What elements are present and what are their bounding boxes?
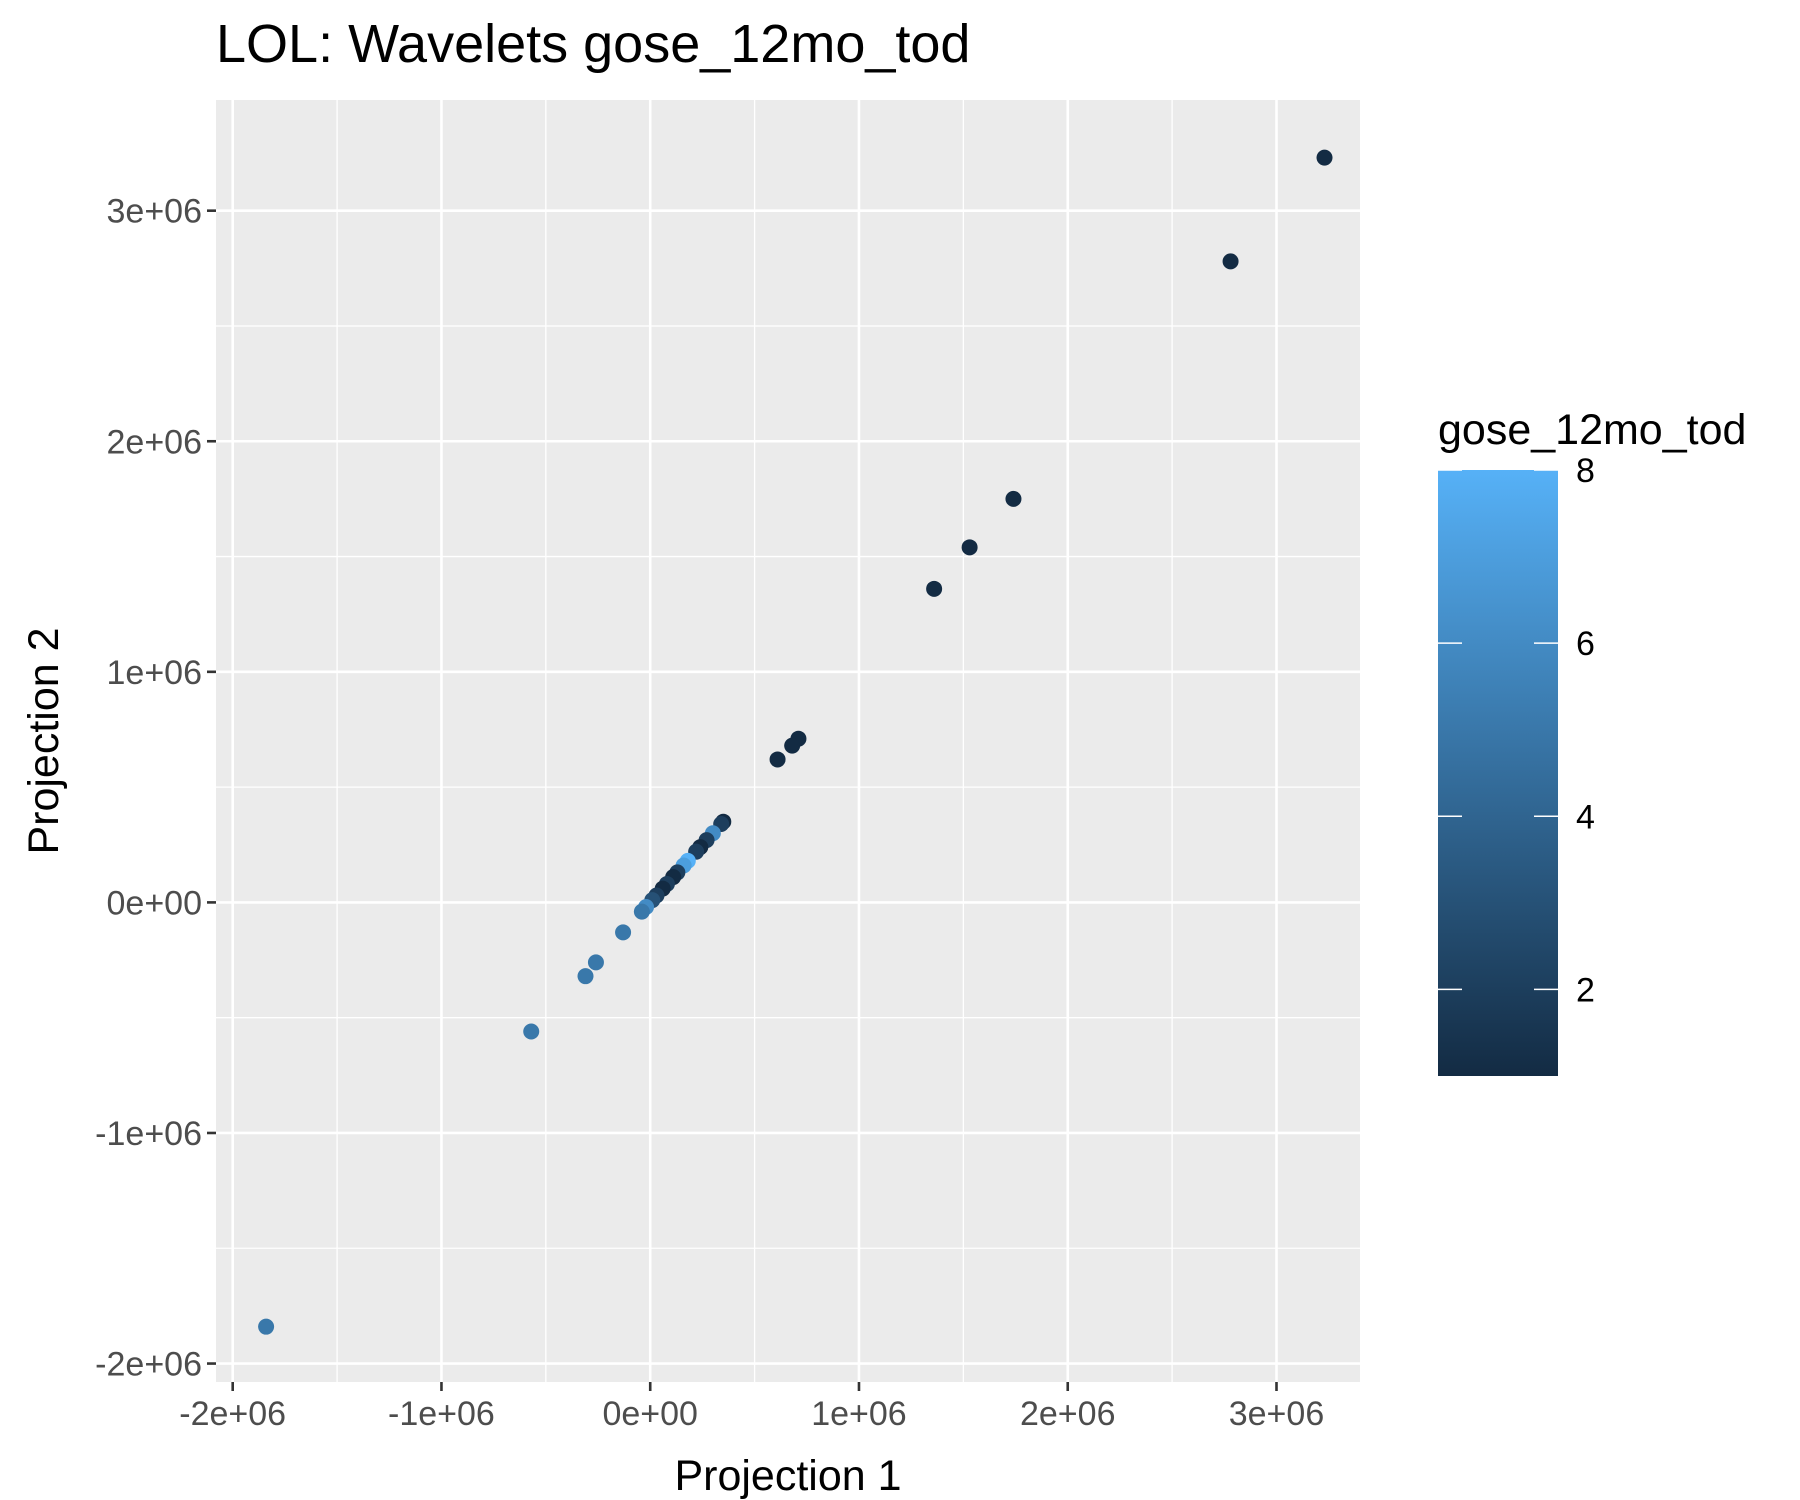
y-axis-title: Projection 2 [20, 627, 68, 854]
x-tick-label: 3e+06 [1229, 1395, 1325, 1433]
x-tick-label: 2e+06 [1020, 1395, 1116, 1433]
colorbar-label: 4 [1576, 798, 1595, 836]
data-point [577, 968, 594, 985]
x-axis-tick-labels: -2e+06 -1e+06 0e+00 1e+06 2e+06 3e+06 [179, 1395, 1324, 1433]
y-tick-label: -1e+06 [95, 1115, 202, 1153]
colorbar-labels: 2 4 6 8 [1576, 452, 1595, 1009]
colorbar-label: 8 [1576, 452, 1595, 490]
y-axis-tick-labels: -2e+06 -1e+06 0e+00 1e+06 2e+06 3e+06 [95, 193, 202, 1384]
data-point [1222, 253, 1239, 270]
x-tick-label: 1e+06 [811, 1395, 907, 1433]
chart-title: LOL: Wavelets gose_12mo_tod [216, 14, 970, 74]
colorbar-label: 2 [1576, 971, 1595, 1009]
data-point [615, 924, 632, 941]
data-points [258, 149, 1333, 1335]
colorbar-label: 6 [1576, 625, 1595, 663]
data-point [1005, 490, 1022, 507]
data-point [523, 1023, 540, 1040]
y-tick-label: 0e+00 [107, 884, 203, 922]
y-tick-label: 2e+06 [107, 423, 203, 461]
y-tick-label: 3e+06 [107, 193, 203, 231]
data-point [587, 954, 604, 971]
x-tick-label: -2e+06 [179, 1395, 286, 1433]
colorbar-ticks [1438, 469, 1558, 991]
x-tick-label: 0e+00 [602, 1395, 698, 1433]
data-point [769, 751, 786, 768]
x-tick-label: -1e+06 [388, 1395, 495, 1433]
minor-gridlines [216, 100, 1360, 1382]
data-point [1316, 149, 1333, 166]
y-tick-label: -2e+06 [95, 1346, 202, 1384]
legend-title: gose_12mo_tod [1438, 406, 1746, 454]
data-point [926, 580, 943, 597]
data-point [633, 903, 650, 920]
x-axis-title: Projection 1 [674, 1452, 901, 1500]
major-gridlines [216, 100, 1360, 1382]
data-point [961, 539, 978, 556]
y-tick-label: 1e+06 [107, 654, 203, 692]
data-point [258, 1318, 275, 1335]
axis-ticks [207, 209, 1278, 1391]
colorbar [1438, 470, 1558, 1076]
data-point [784, 737, 801, 754]
